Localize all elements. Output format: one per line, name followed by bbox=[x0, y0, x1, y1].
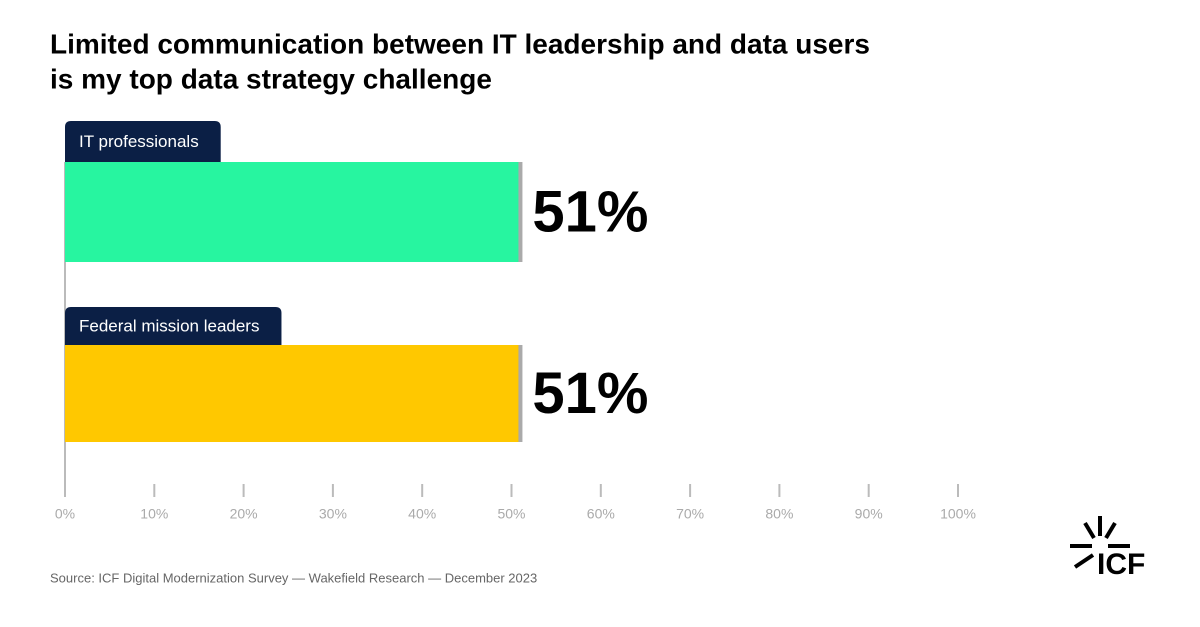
bar bbox=[65, 345, 521, 442]
logo-text: ICF bbox=[1097, 548, 1145, 581]
bar bbox=[65, 162, 521, 262]
x-tick-label: 60% bbox=[587, 506, 615, 522]
logo-ray bbox=[1104, 521, 1117, 540]
source: Source: ICF Digital Modernization Survey… bbox=[50, 570, 537, 585]
logo-ray bbox=[1083, 521, 1096, 540]
category-tab bbox=[65, 307, 282, 345]
value-label: 51% bbox=[532, 179, 648, 244]
category-label: Federal mission leaders bbox=[79, 316, 259, 335]
value-label: 51% bbox=[532, 361, 648, 426]
chart-title: is my top data strategy challenge bbox=[50, 63, 492, 94]
x-tick-label: 10% bbox=[140, 506, 168, 522]
logo-ray bbox=[1073, 553, 1095, 569]
logo bbox=[1070, 516, 1130, 569]
x-tick-label: 100% bbox=[940, 506, 976, 522]
x-tick-label: 70% bbox=[676, 506, 704, 522]
chart-title: Limited communication between IT leaders… bbox=[50, 28, 870, 59]
x-tick-label: 0% bbox=[55, 506, 75, 522]
x-tick-label: 30% bbox=[319, 506, 347, 522]
category-label: IT professionals bbox=[79, 132, 199, 151]
x-tick-label: 90% bbox=[855, 506, 883, 522]
x-tick-label: 50% bbox=[497, 506, 525, 522]
x-tick-label: 20% bbox=[230, 506, 258, 522]
category-tab bbox=[65, 121, 221, 162]
x-tick-label: 40% bbox=[408, 506, 436, 522]
x-tick-label: 80% bbox=[765, 506, 793, 522]
